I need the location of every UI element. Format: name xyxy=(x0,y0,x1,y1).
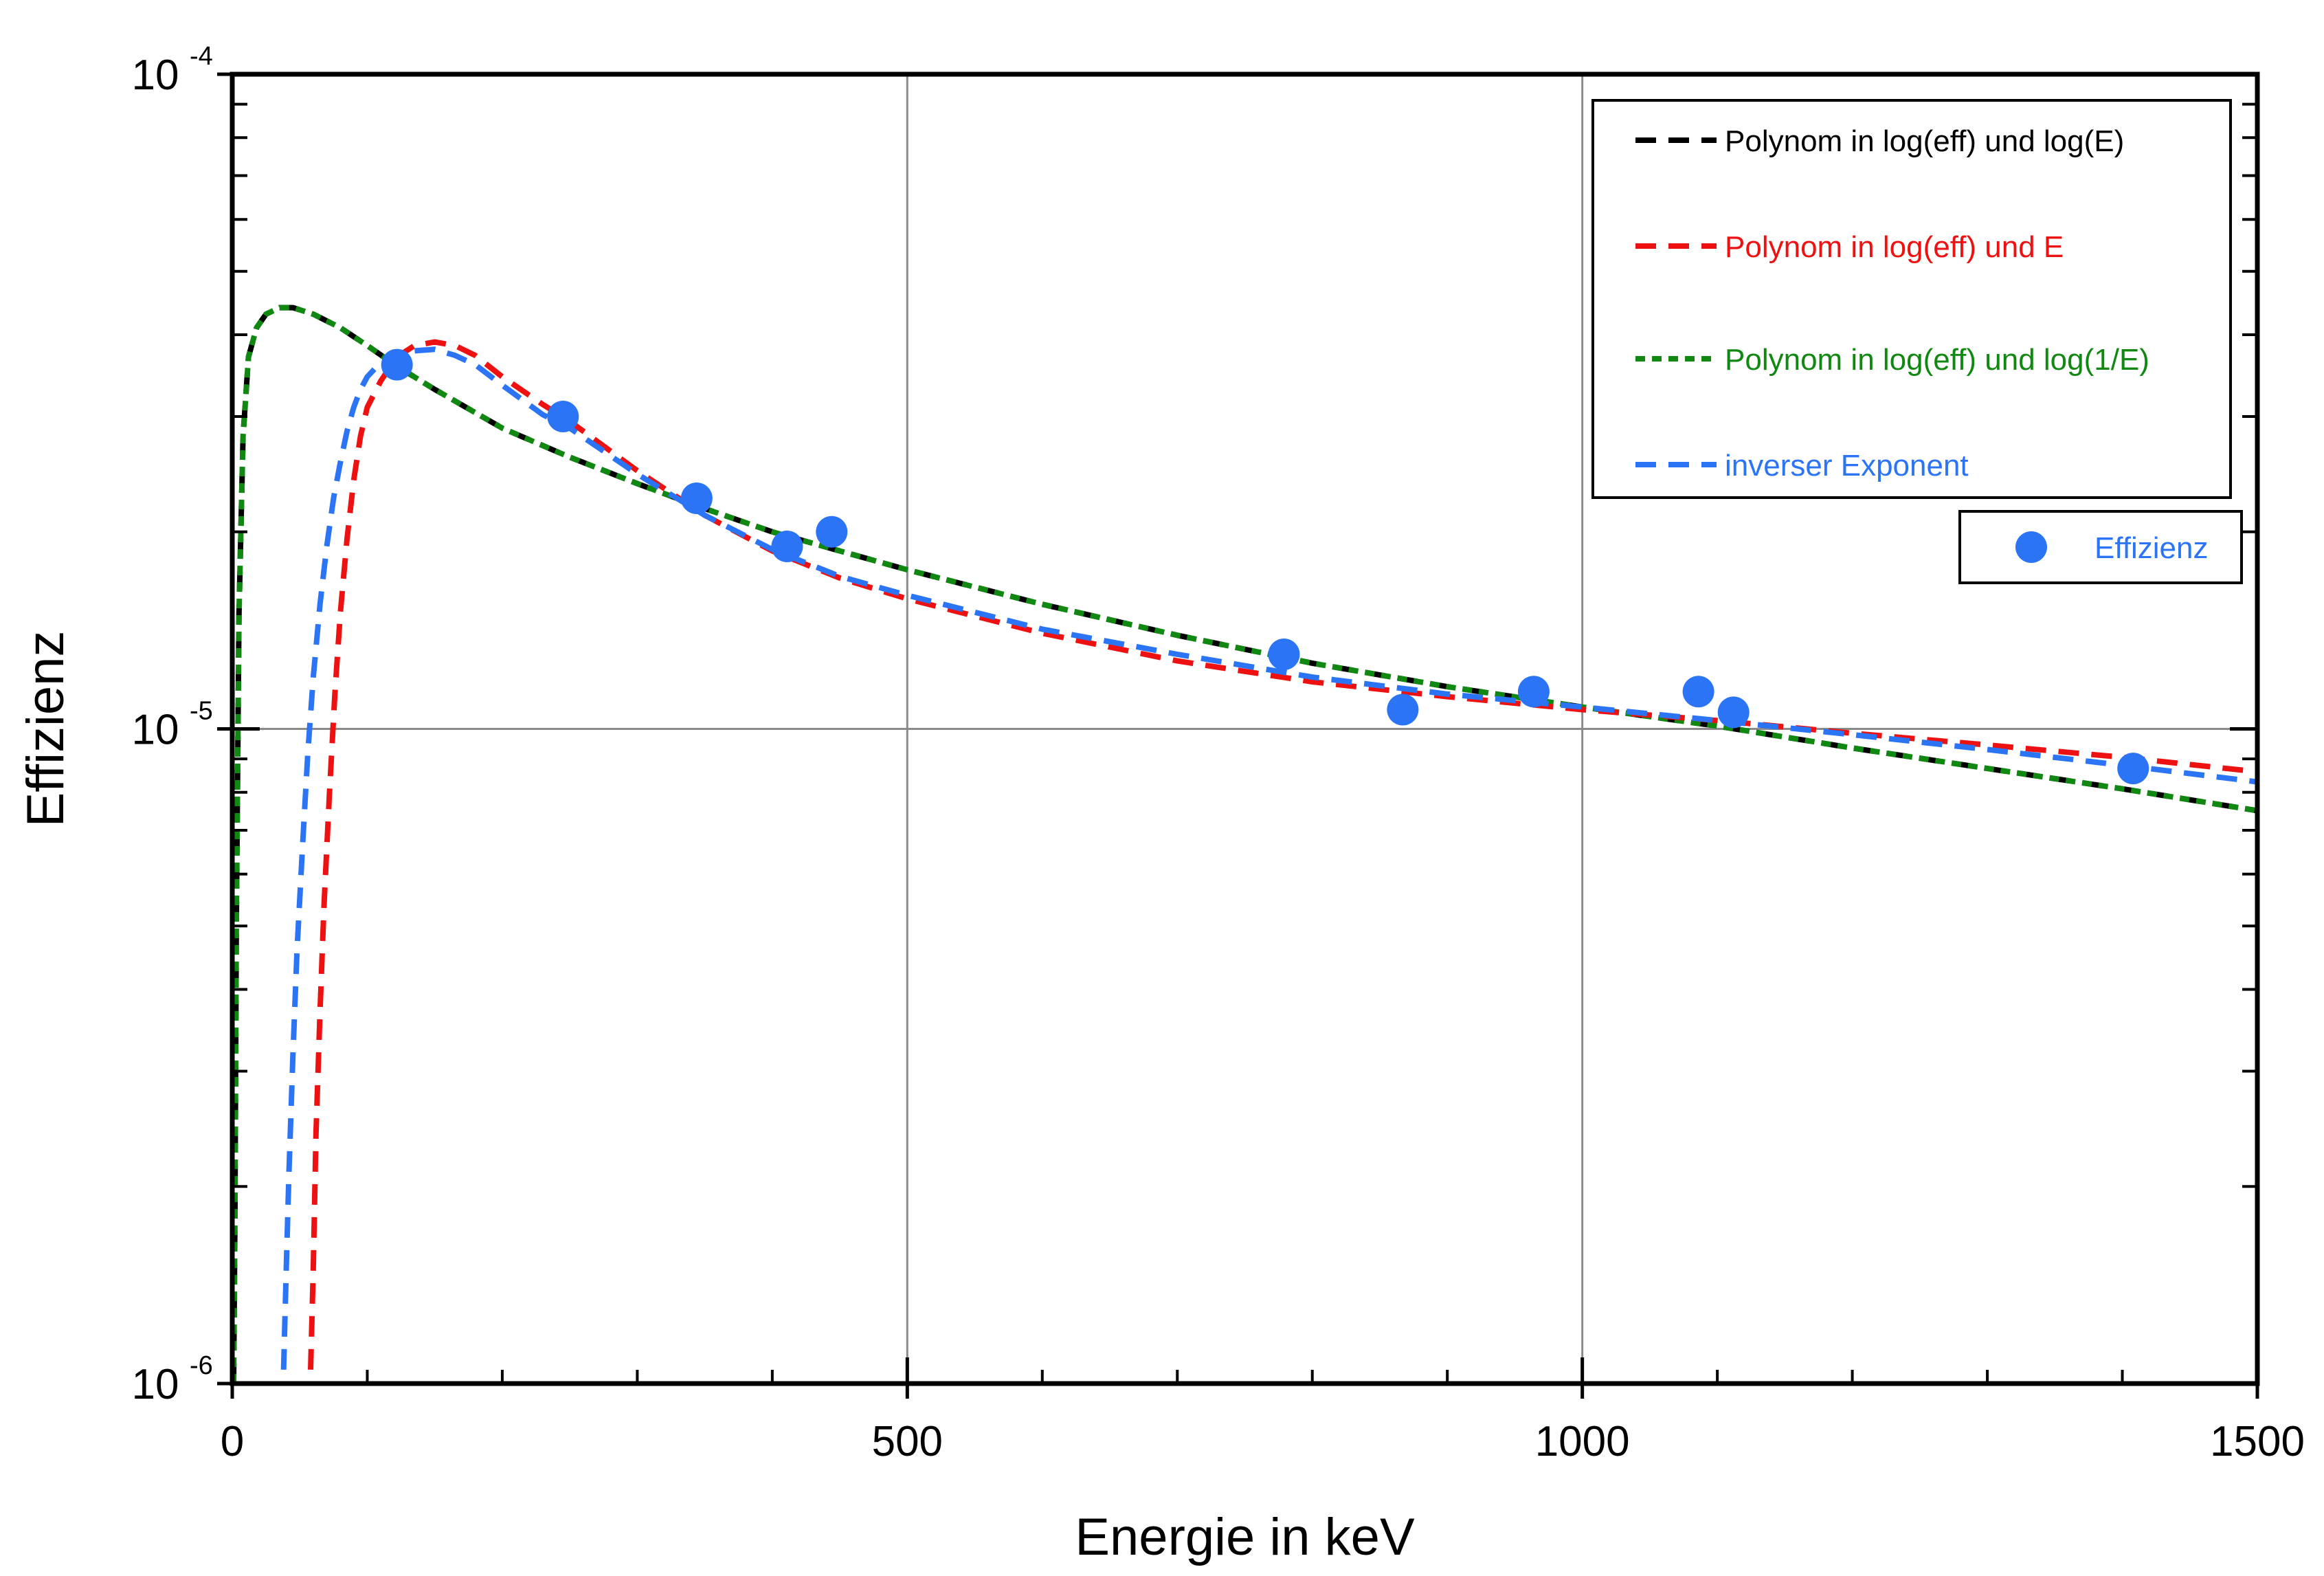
series-layer xyxy=(231,304,2258,1384)
data-point xyxy=(680,482,713,515)
x-tick-label: 0 xyxy=(221,1418,244,1465)
x-tick-label: 1500 xyxy=(2210,1418,2305,1465)
legend-label-0: Polynom in log(eff) und log(E) xyxy=(1725,124,2124,158)
y-tick-label-exponent: -5 xyxy=(190,697,213,726)
data-point xyxy=(1387,693,1419,726)
y-tick-label-exponent: -6 xyxy=(190,1351,213,1380)
series-line-2 xyxy=(231,304,2258,1384)
tick-labels: 0 500 1000 1500 10 -6 10 -5 10 -4 xyxy=(132,42,2305,1465)
data-point xyxy=(1682,676,1714,708)
y-tick-label-base: 10 xyxy=(132,707,179,754)
legend-marker-swatch xyxy=(2015,531,2047,563)
legend-box-lines xyxy=(1591,99,2232,499)
y-axis-title: Effizienz xyxy=(16,631,75,828)
x-tick-label: 1000 xyxy=(1535,1418,1630,1465)
x-axis-title: Energie in keV xyxy=(1075,1508,1415,1566)
data-point xyxy=(2117,753,2149,785)
data-point xyxy=(381,348,413,381)
axis-ticks xyxy=(217,72,2259,1399)
legend-box-markers xyxy=(1958,510,2243,584)
data-point xyxy=(1517,676,1550,708)
y-tick-label-base: 10 xyxy=(132,1361,179,1408)
series-line-3 xyxy=(280,346,2258,1370)
y-tick-label-exponent: -4 xyxy=(190,42,213,71)
legend: Polynom in log(eff) und log(E) Polynom in… xyxy=(1591,99,2243,584)
marker-layer xyxy=(381,348,2149,785)
data-point xyxy=(1717,696,1750,729)
x-tick-label: 500 xyxy=(872,1418,943,1465)
legend-label-3: inverser Exponent xyxy=(1725,449,1969,482)
legend-label-4: Effizienz xyxy=(2094,531,2209,565)
data-point xyxy=(547,401,579,433)
data-point xyxy=(771,530,803,562)
legend-label-2: Polynom in log(eff) und log(1/E) xyxy=(1725,343,2149,377)
data-point xyxy=(1268,638,1300,670)
legend-label-1: Polynom in log(eff) und E xyxy=(1725,230,2064,264)
grid-lines xyxy=(232,74,2257,1384)
data-point xyxy=(816,515,848,548)
y-tick-label-base: 10 xyxy=(132,52,179,99)
